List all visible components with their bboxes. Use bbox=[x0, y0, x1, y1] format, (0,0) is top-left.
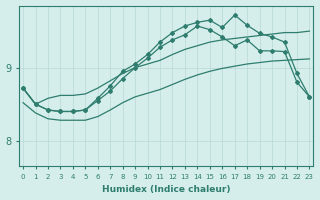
X-axis label: Humidex (Indice chaleur): Humidex (Indice chaleur) bbox=[102, 185, 230, 194]
